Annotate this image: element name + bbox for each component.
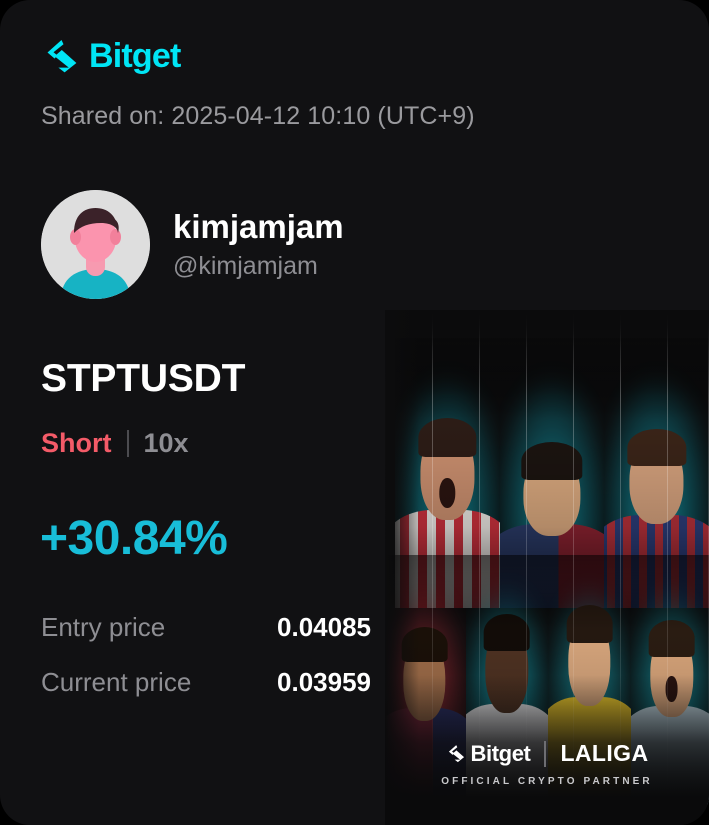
entry-price-label: Entry price — [41, 612, 166, 642]
avatar — [41, 190, 150, 299]
profile-text: kimjamjam @kimjamjam — [173, 208, 344, 280]
entry-price-row: Entry price 0.04085 — [41, 612, 371, 667]
footer-bitget-brand: Bitget — [446, 741, 531, 767]
laliga-wordmark: LALIGA — [560, 740, 649, 766]
footer-brand-name: Bitget — [470, 740, 531, 766]
bitget-chevron-logo-icon — [42, 36, 82, 76]
partner-lockup-row: Bitget LALIGA — [446, 740, 649, 767]
laliga-players-collage: Bitget LALIGA OFFICIAL CRYPTO PARTNER — [385, 310, 709, 825]
current-price-value: 0.03959 — [277, 667, 371, 697]
shared-on-timestamp: Shared on: 2025-04-12 10:10 (UTC+9) — [41, 102, 475, 130]
entry-price-value: 0.04085 — [277, 612, 371, 642]
user-profile: kimjamjam @kimjamjam — [41, 190, 344, 299]
trading-pair-symbol: STPTUSDT — [41, 357, 246, 400]
current-price-label: Current price — [41, 667, 192, 697]
bitget-brand-lockup: Bitget — [42, 36, 181, 76]
lockup-divider — [544, 740, 547, 767]
collage-inner — [385, 310, 709, 825]
leverage-value: 10x — [143, 428, 189, 458]
brand-name: Bitget — [89, 37, 181, 75]
display-name: kimjamjam — [173, 208, 344, 246]
collage-top-fade — [385, 310, 709, 396]
divider — [126, 430, 129, 457]
price-details: Entry price 0.04085 Current price 0.0395… — [41, 612, 371, 722]
bitget-chevron-logo-icon — [446, 743, 467, 764]
partner-tagline: OFFICIAL CRYPTO PARTNER — [441, 776, 653, 787]
partner-lockup: Bitget LALIGA OFFICIAL CRYPTO PARTNER — [385, 740, 709, 787]
current-price-row: Current price 0.03959 — [41, 667, 371, 722]
collage-bottom-fade — [385, 675, 709, 825]
user-handle: @kimjamjam — [173, 251, 318, 280]
position-side-row: Short 10x — [41, 428, 189, 459]
pnl-percentage: +30.84% — [40, 512, 228, 565]
position-side: Short — [41, 428, 112, 458]
